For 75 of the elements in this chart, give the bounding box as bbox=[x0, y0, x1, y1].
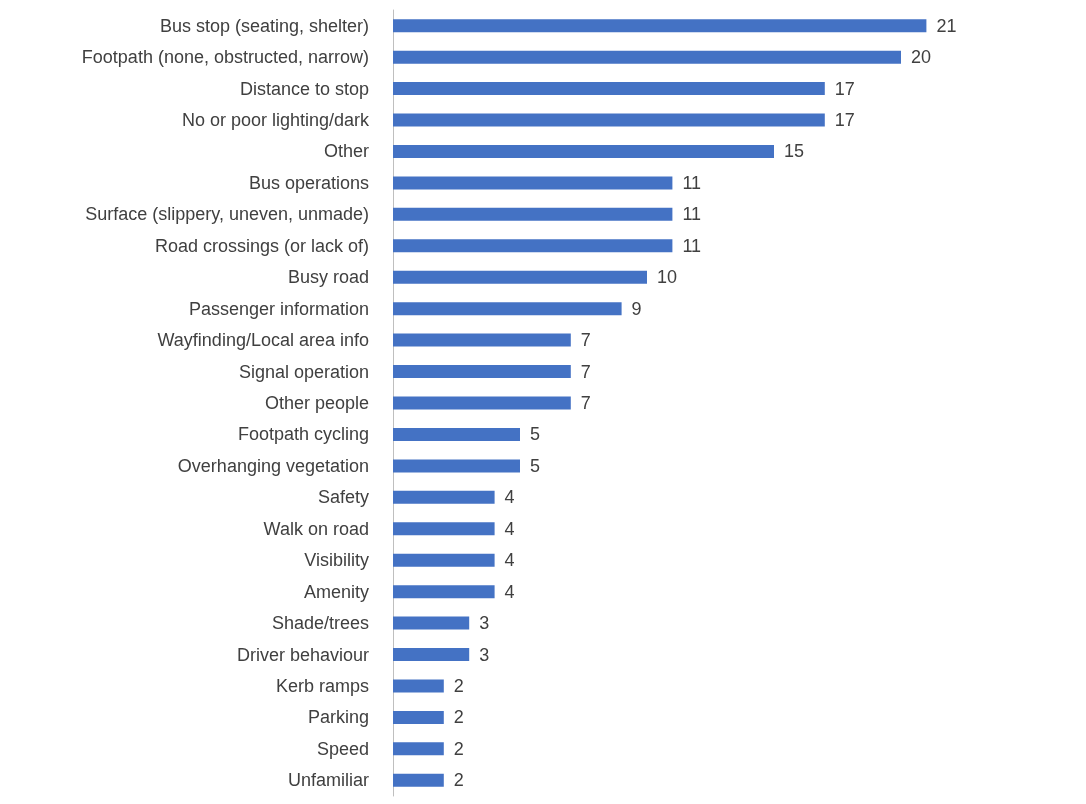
bar bbox=[393, 773, 444, 787]
data-label: 4 bbox=[504, 518, 515, 539]
bar bbox=[393, 176, 673, 190]
y-tick-label: Distance to stop bbox=[239, 78, 369, 99]
data-label: 4 bbox=[504, 550, 515, 571]
y-tick-label: Footpath (none, obstructed, narrow) bbox=[81, 47, 369, 68]
y-tick-label: Signal operation bbox=[238, 361, 369, 382]
y-tick-label: Speed bbox=[316, 738, 369, 759]
data-label: 5 bbox=[530, 424, 541, 445]
data-label: 4 bbox=[504, 581, 515, 602]
data-label: 3 bbox=[479, 613, 490, 634]
y-tick-label: Overhanging vegetation bbox=[177, 455, 369, 476]
data-label: 7 bbox=[580, 393, 591, 413]
bar bbox=[393, 553, 495, 567]
y-tick-label: Road crossings (or lack of) bbox=[154, 235, 369, 256]
data-label: 11 bbox=[682, 172, 702, 193]
bar bbox=[393, 616, 470, 630]
bar bbox=[393, 427, 520, 441]
data-label: 5 bbox=[530, 455, 541, 476]
data-label: 4 bbox=[504, 487, 515, 508]
y-tick-label: Surface (slippery, uneven, unmade) bbox=[85, 204, 369, 225]
data-label: 11 bbox=[682, 204, 702, 225]
y-tick-label: Driver behaviour bbox=[236, 644, 369, 665]
bar bbox=[393, 333, 571, 347]
y-tick-label: Unfamiliar bbox=[287, 770, 369, 791]
y-tick-label: No or poor lighting/dark bbox=[181, 110, 370, 131]
data-label: 11 bbox=[682, 235, 702, 256]
bar bbox=[393, 270, 647, 284]
data-label: 20 bbox=[911, 47, 932, 68]
data-label: 3 bbox=[479, 644, 490, 665]
y-tick-label: Visibility bbox=[304, 550, 369, 571]
data-label: 2 bbox=[453, 770, 464, 791]
bar bbox=[393, 679, 444, 693]
data-label: 2 bbox=[453, 675, 464, 696]
y-tick-label: Wayfinding/Local area info bbox=[157, 330, 369, 351]
data-label: 17 bbox=[834, 110, 855, 131]
data-label: 7 bbox=[580, 330, 591, 351]
data-label: 21 bbox=[936, 15, 957, 36]
y-tick-label: Passenger information bbox=[188, 298, 369, 319]
data-label: 10 bbox=[657, 267, 678, 288]
bar bbox=[393, 396, 571, 410]
bar bbox=[393, 522, 495, 536]
bar bbox=[393, 365, 571, 379]
data-label: 2 bbox=[453, 707, 464, 728]
data-label: 2 bbox=[453, 738, 464, 759]
bar bbox=[393, 648, 470, 662]
y-tick-label: Busy road bbox=[287, 267, 369, 288]
y-tick-label: Safety bbox=[317, 487, 369, 508]
data-label: 15 bbox=[784, 141, 805, 162]
y-tick-label: Other people bbox=[264, 393, 369, 413]
bar bbox=[393, 50, 901, 64]
bar bbox=[393, 144, 774, 158]
bar bbox=[393, 82, 825, 96]
bar bbox=[393, 239, 673, 253]
bar bbox=[393, 459, 520, 473]
y-tick-label: Bus stop (seating, shelter) bbox=[159, 15, 369, 36]
bar bbox=[393, 585, 495, 599]
data-label: 9 bbox=[631, 298, 642, 319]
data-label: 7 bbox=[580, 361, 591, 382]
y-tick-label: Kerb ramps bbox=[275, 675, 369, 696]
bar bbox=[393, 19, 927, 33]
bar bbox=[393, 490, 495, 504]
bar bbox=[393, 302, 622, 316]
y-tick-label: Parking bbox=[307, 707, 369, 728]
y-tick-label: Footpath cycling bbox=[237, 424, 369, 445]
bar bbox=[393, 710, 444, 724]
y-tick-label: Bus operations bbox=[248, 172, 369, 193]
bar bbox=[393, 207, 673, 221]
bar bbox=[393, 113, 825, 127]
data-label: 17 bbox=[834, 78, 855, 99]
bar bbox=[393, 742, 444, 756]
y-tick-label: Walk on road bbox=[263, 518, 369, 539]
y-tick-label: Amenity bbox=[303, 581, 369, 602]
y-tick-label: Shade/trees bbox=[271, 613, 369, 634]
y-tick-label: Other bbox=[323, 141, 369, 162]
